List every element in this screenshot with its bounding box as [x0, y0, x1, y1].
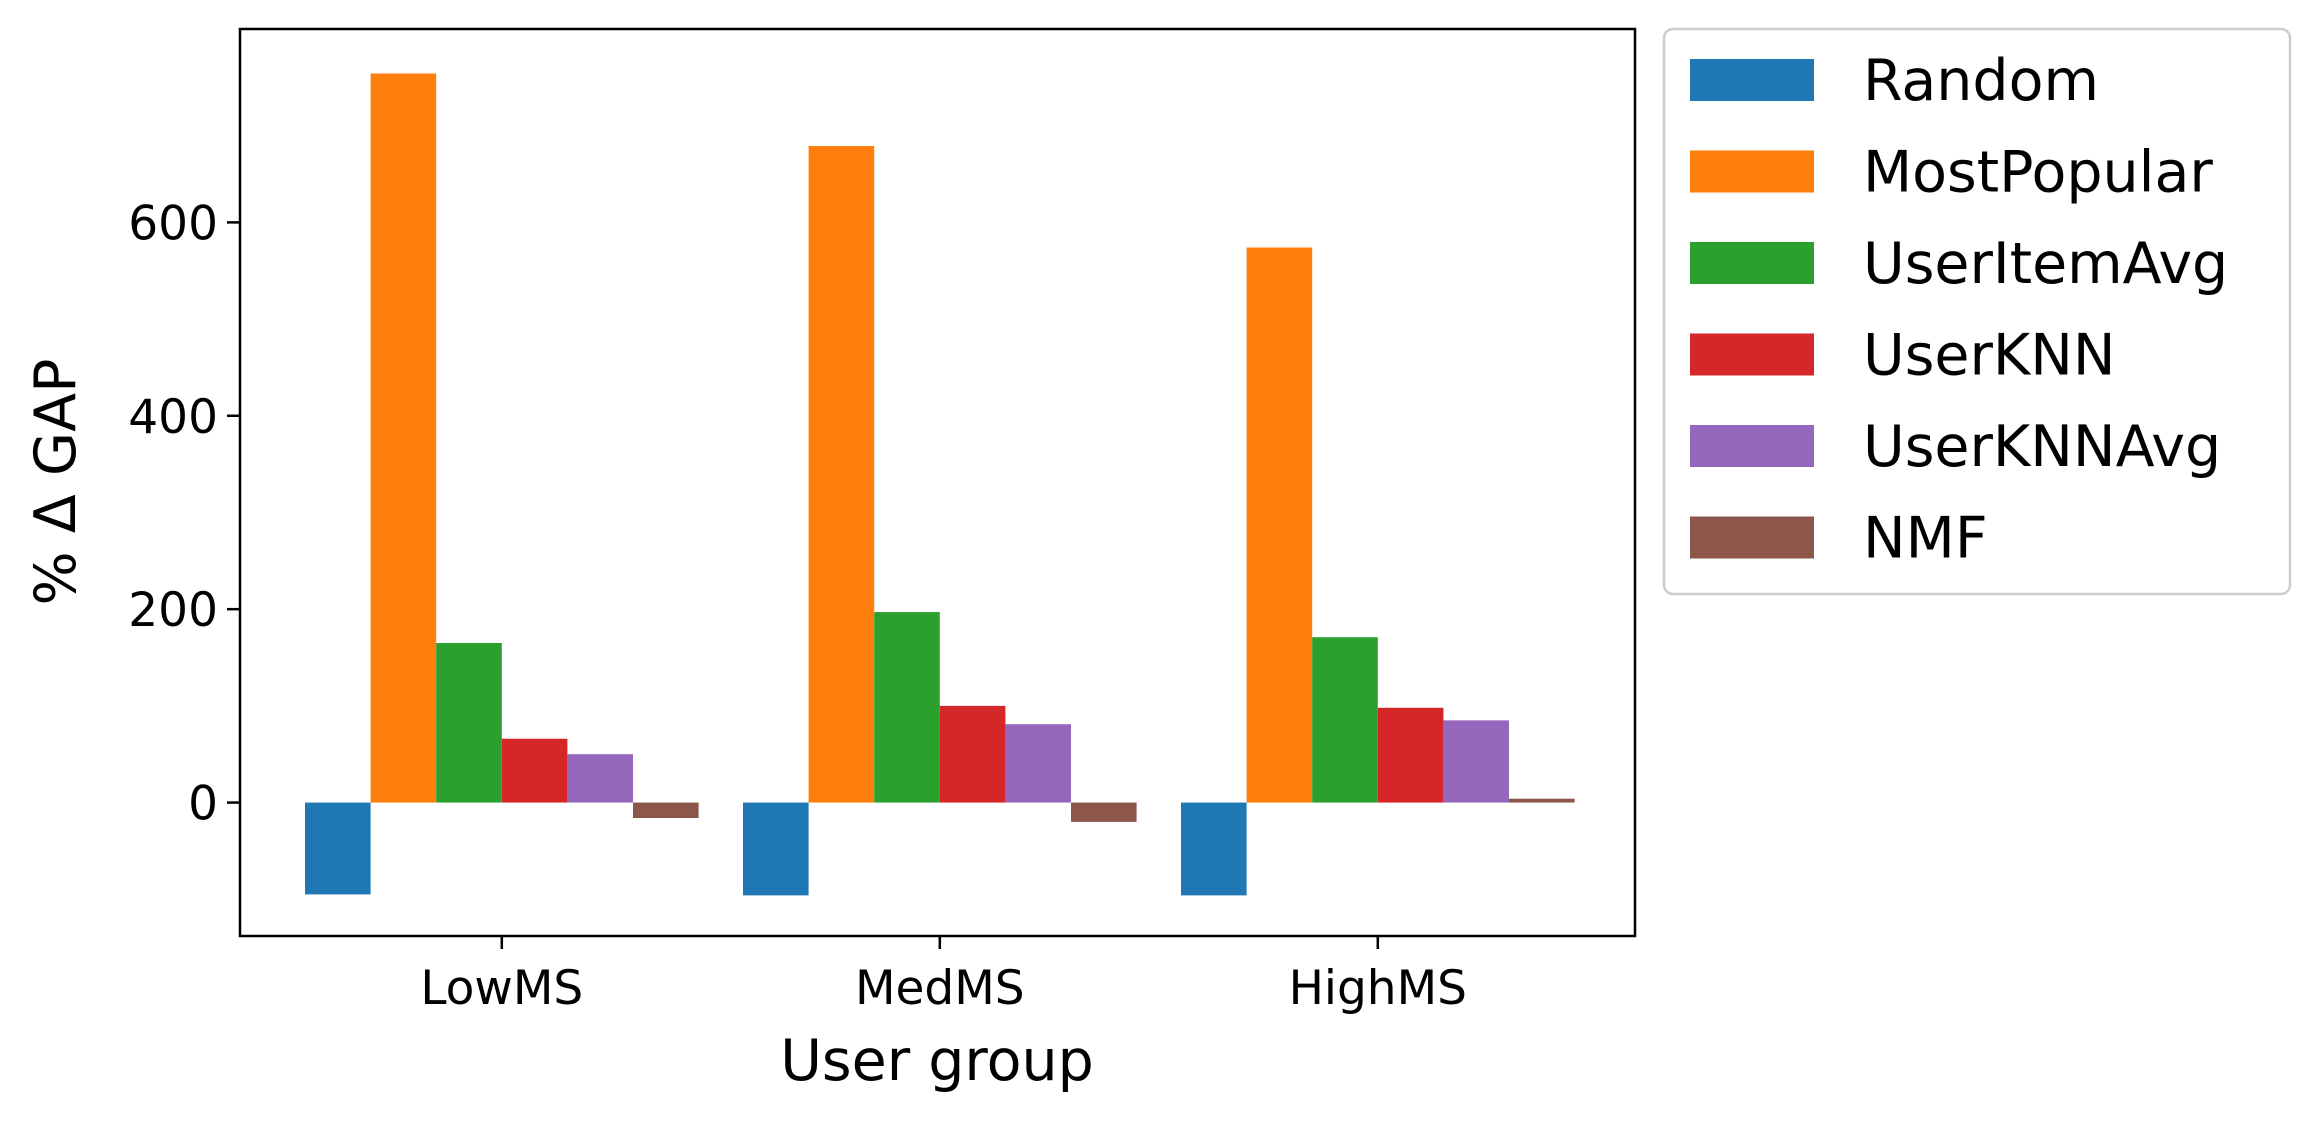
legend-label-mostpopular: MostPopular: [1863, 140, 2213, 206]
bar-mostpopular-medms: [808, 146, 875, 803]
bar-nmf-highms: [1509, 798, 1575, 803]
bars-layer: [305, 73, 1575, 896]
y-tick-label-0: 0: [188, 777, 218, 832]
legend-swatch-mostpopular: [1690, 150, 1814, 193]
legend-label-userknnavg: UserKNNAvg: [1863, 414, 2221, 480]
legend-swatch-userknn: [1690, 333, 1814, 376]
bar-mostpopular-lowms: [370, 73, 437, 803]
bar-nmf-lowms: [633, 802, 699, 819]
bar-random-medms: [743, 802, 809, 896]
x-tick-label-medms: MedMS: [855, 961, 1025, 1016]
bar-useritemavg-lowms: [436, 643, 502, 803]
bar-userknnavg-lowms: [567, 754, 633, 803]
axis-ticks-layer: LowMS MedMS HighMS 0 200 400 600: [128, 196, 1467, 1016]
bar-userknnavg-highms: [1443, 720, 1509, 803]
legend-label-random: Random: [1863, 48, 2099, 114]
plot-area-frame: [238, 27, 1637, 938]
bar-userknn-lowms: [501, 738, 568, 803]
legend-label-nmf: NMF: [1863, 506, 1988, 572]
legend-entries: Random MostPopular UserItemAvg UserKNN UserK…: [1690, 48, 2228, 572]
bar-useritemavg-highms: [1312, 637, 1378, 803]
legend-swatch-useritemavg: [1690, 242, 1814, 284]
y-axis-title: % Δ GAP: [23, 359, 89, 606]
legend-swatch-nmf: [1690, 516, 1814, 559]
bar-userknnavg-medms: [1005, 724, 1071, 803]
legend: Random MostPopular UserItemAvg UserKNN UserK…: [1662, 27, 2292, 596]
y-tick-label-400: 400: [128, 390, 218, 445]
legend-swatch-random: [1690, 59, 1814, 101]
x-tick-label-lowms: LowMS: [420, 961, 583, 1016]
legend-label-userknn: UserKNN: [1863, 323, 2116, 389]
y-tick-label-600: 600: [128, 196, 218, 251]
y-tick-label-200: 200: [128, 583, 218, 638]
bar-nmf-medms: [1071, 802, 1137, 822]
bar-random-highms: [1181, 802, 1247, 896]
bar-useritemavg-medms: [874, 612, 940, 803]
legend-swatch-userknnavg: [1690, 425, 1814, 467]
legend-label-useritemavg: UserItemAvg: [1863, 231, 2228, 297]
legend-frame: [1662, 27, 2292, 596]
bar-mostpopular-highms: [1246, 247, 1313, 803]
bar-random-lowms: [305, 802, 371, 895]
x-tick-label-highms: HighMS: [1289, 961, 1467, 1016]
bar-userknn-medms: [939, 705, 1006, 803]
bar-userknn-highms: [1377, 707, 1444, 803]
x-axis-title: User group: [780, 1028, 1094, 1094]
